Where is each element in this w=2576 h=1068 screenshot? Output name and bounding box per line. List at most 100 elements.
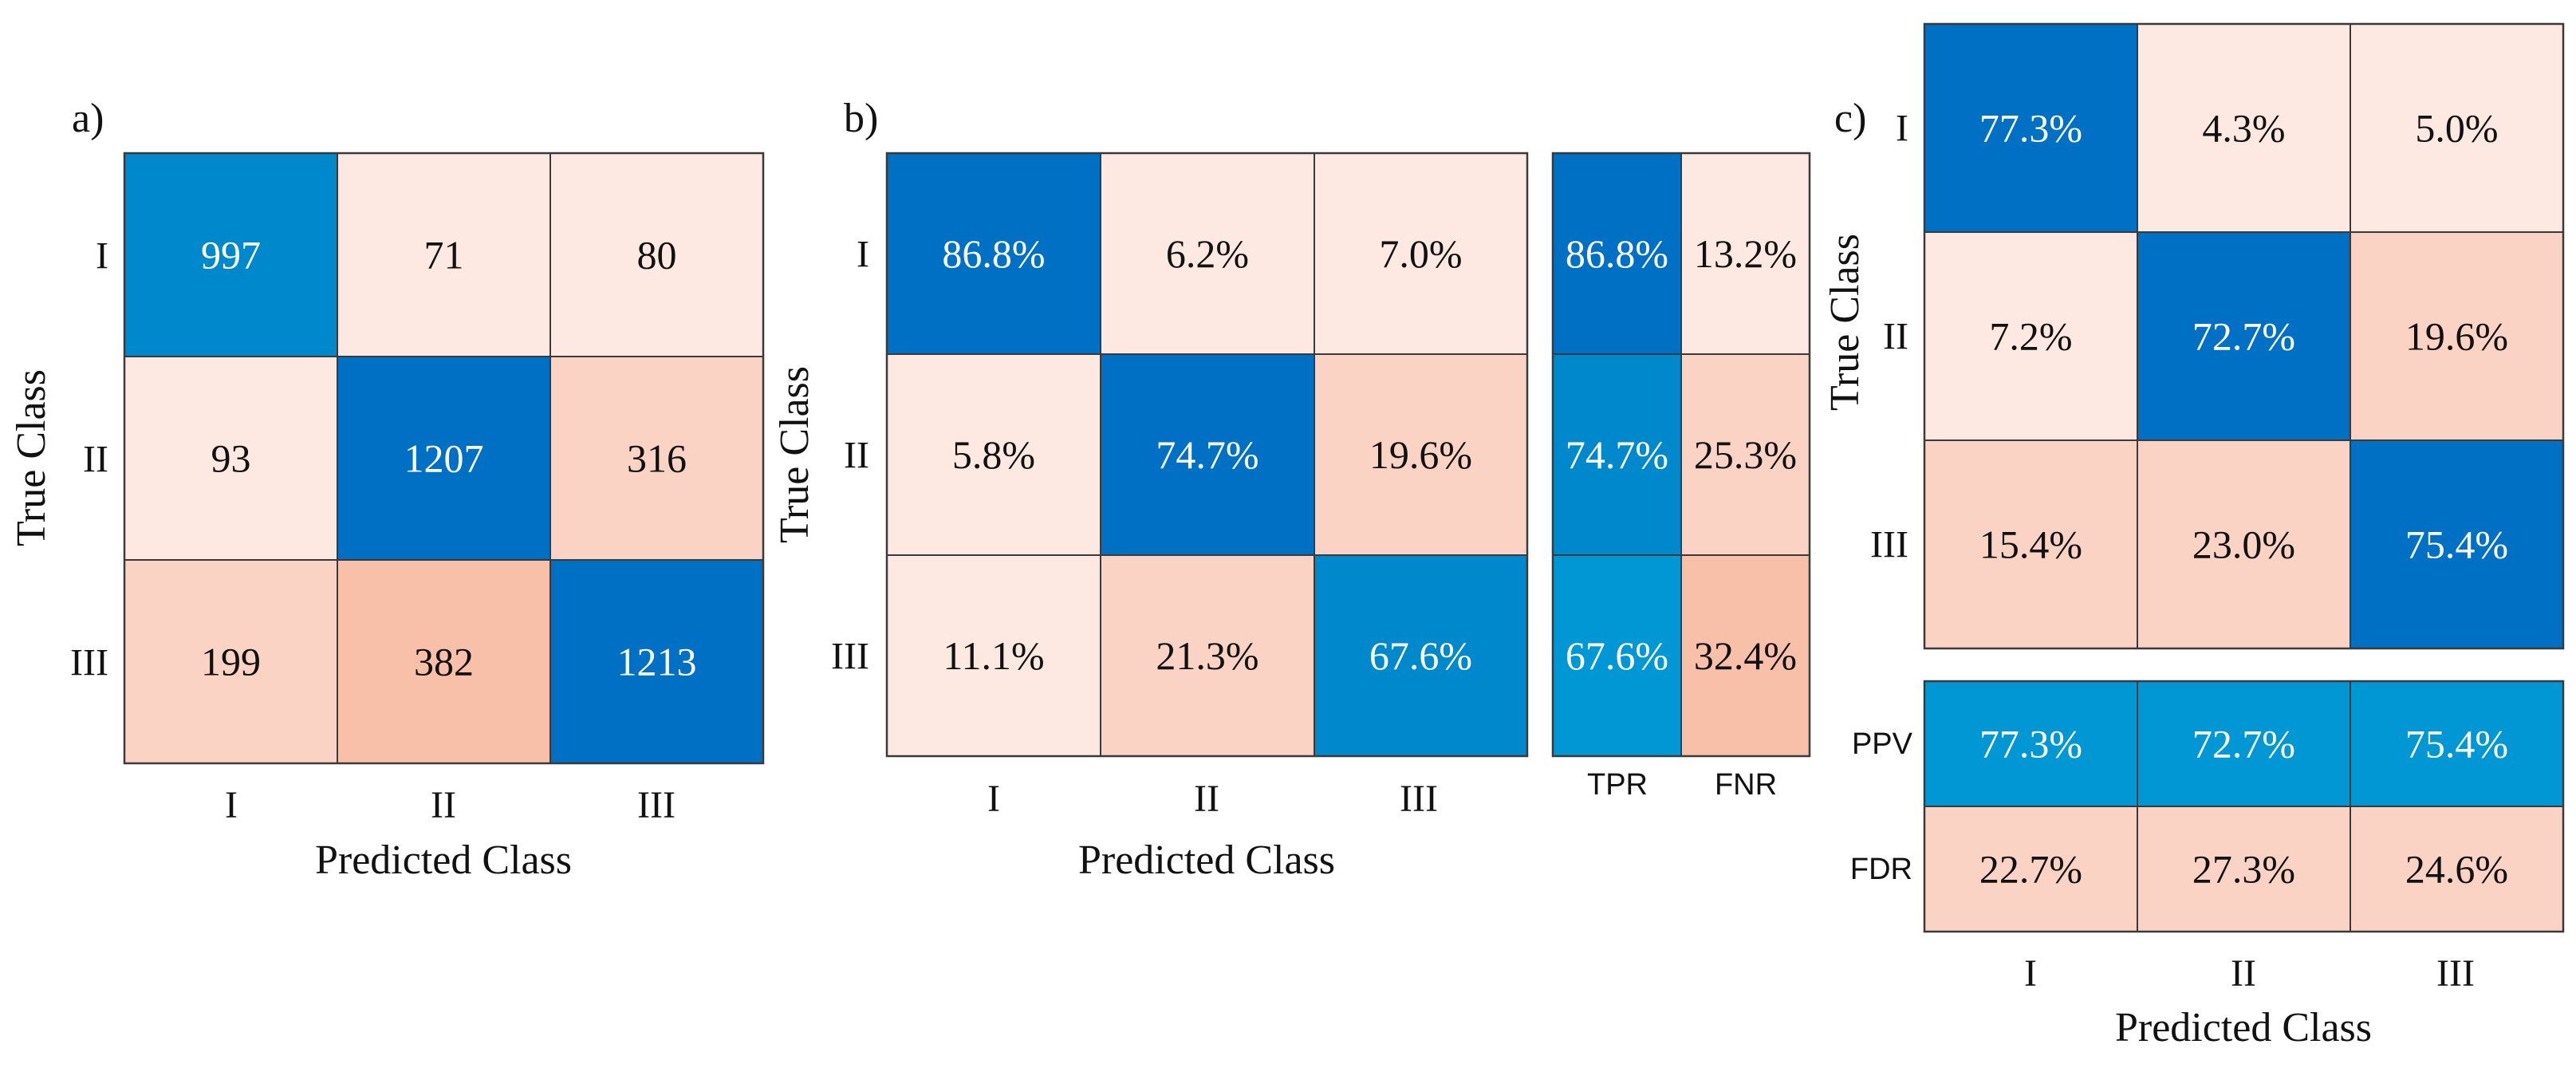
panel-b-value-r3-c2: 21.3%	[1156, 633, 1258, 678]
panel-c-matrix: 77.3% 4.3% 5.0% 7.2% 72.7% 19.6% 15.4% 23.0% 75.…	[1924, 23, 2564, 649]
panel-c-summary-cell-r2-c3	[2350, 806, 2564, 932]
panel-c-row-label-3: III	[1870, 523, 1908, 566]
panel-a-value-r1-c2: 71	[424, 233, 464, 278]
panel-a-matrix: 997 71 80 93 1207 316 199 382 1213	[124, 152, 764, 764]
panel-c-cell-r3-c3	[2350, 439, 2564, 649]
panel-c-value-r1-c1: 77.3%	[1979, 106, 2082, 151]
panel-c-frame	[1923, 22, 2565, 650]
panel-b-col-label-2: II	[1194, 778, 1219, 820]
panel-a-value-r2-c1: 93	[211, 436, 251, 481]
panel-c-cell-r2-c3	[2350, 231, 2564, 441]
panel-b-cell-r3-c2	[1100, 554, 1315, 757]
panel-b-cell-r1-c2	[1100, 152, 1315, 355]
panel-a-value-r1-c1: 997	[201, 233, 261, 278]
panel-c-summary-value-r2-c3: 24.6%	[2405, 847, 2508, 892]
panel-b-summary-value-r3-c1: 67.6%	[1566, 633, 1668, 678]
panel-c-summary-row-label-1: PPV	[1852, 727, 1913, 761]
panel-b-cell-r3-c1	[886, 554, 1101, 757]
panel-a-col-label-2: II	[431, 784, 456, 826]
panel-c-summary-cell-r1-c3	[2350, 680, 2564, 807]
panel-c-summary-labels: PPV FDR	[1850, 727, 1913, 886]
panel-b-label: b)	[844, 96, 878, 141]
panel-a-cell-r2-c1	[124, 356, 338, 561]
panel-b-ylabel: True Class	[772, 366, 817, 543]
panel-b-frame	[885, 152, 1529, 758]
panel-b-value-r1-c1: 86.8%	[942, 231, 1045, 276]
panel-c-row-label-1: I	[1896, 107, 1908, 149]
panel-c-cell-r3-c1	[1924, 439, 2138, 649]
panel-c-col-label-2: II	[2231, 952, 2256, 995]
panel-c-value-r2-c2: 72.7%	[2192, 314, 2295, 359]
panel-b-summary-value-r2-c2: 25.3%	[1694, 432, 1797, 477]
panel-c-cell-r2-c2	[2137, 231, 2351, 441]
panel-a-value-r2-c2: 1207	[404, 436, 484, 481]
panel-b-value-r2-c2: 74.7%	[1156, 432, 1258, 477]
panel-b-value-r1-c3: 7.0%	[1379, 231, 1462, 276]
panel-a-label: a)	[72, 96, 104, 141]
panel-a-col-label-1: I	[225, 784, 238, 826]
panel-c-value-r3-c3: 75.4%	[2405, 522, 2508, 567]
panel-b: b) 86.8% 6.2% 7.0% 5.8% 74.7% 19.6% 11.1% 21.3%…	[772, 96, 1811, 883]
panel-a-cell-r3-c2	[337, 559, 551, 764]
panel-c-summary-cell-r1-c2	[2137, 680, 2351, 807]
panel-c: c) 77.3% 4.3% 5.0% 7.2% 72.7% 19.6% 15.4% 23.0%…	[1822, 22, 2565, 1050]
panel-b-value-r1-c2: 6.2%	[1166, 231, 1249, 276]
panel-c-value-r1-c3: 5.0%	[2415, 106, 2498, 151]
panel-c-ylabel: True Class	[1822, 234, 1868, 411]
panel-b-col-label-3: III	[1400, 778, 1438, 820]
panel-b-summary-value-r1-c1: 86.8%	[1566, 231, 1668, 276]
panel-a-value-r2-c3: 316	[627, 436, 687, 481]
panel-c-label: c)	[1834, 96, 1866, 141]
panel-b-summary-value-r3-c2: 32.4%	[1694, 633, 1797, 678]
panel-a-row-label-2: II	[83, 438, 108, 480]
panel-c-value-r3-c2: 23.0%	[2192, 522, 2295, 567]
panel-a-value-r3-c3: 1213	[617, 640, 697, 684]
panel-b-cell-r1-c3	[1314, 152, 1528, 355]
panel-a-value-r1-c3: 80	[637, 233, 677, 278]
panel-c-summary-frame	[1923, 680, 2565, 933]
panel-c-summary-value-r2-c2: 27.3%	[2192, 847, 2295, 892]
panel-b-value-r2-c3: 19.6%	[1369, 432, 1472, 477]
panel-b-matrix: 86.8% 6.2% 7.0% 5.8% 74.7% 19.6% 11.1% 21.3% 67.…	[886, 152, 1528, 757]
panel-b-summary-cell-r3-c1	[1552, 554, 1682, 757]
panel-a-value-r3-c2: 382	[414, 640, 474, 684]
panel-a-xlabel: Predicted Class	[315, 837, 572, 883]
panel-a-value-r3-c1: 199	[201, 640, 261, 684]
panel-b-col-label-1: I	[987, 778, 1000, 820]
panel-c-value-r1-c2: 4.3%	[2202, 106, 2285, 151]
panel-b-value-r2-c1: 5.8%	[952, 432, 1035, 477]
panel-a-col-label-3: III	[637, 784, 676, 826]
panel-b-value-r3-c1: 11.1%	[943, 633, 1044, 678]
panel-a-frame	[123, 152, 765, 765]
panel-c-summary-cell-r2-c1	[1924, 806, 2138, 932]
panel-c-summary-value-r1-c1: 77.3%	[1979, 722, 2082, 767]
panel-c-summary-matrix: 77.3% 72.7% 75.4% 22.7% 27.3% 24.6%	[1924, 680, 2564, 932]
panel-b-summary-cell-r2-c2	[1680, 353, 1810, 556]
panel-c-value-r2-c1: 7.2%	[1989, 314, 2072, 359]
panel-c-value-r3-c1: 15.4%	[1979, 522, 2082, 567]
panel-b-cell-r1-c1	[886, 152, 1101, 355]
panel-b-summary-value-r1-c2: 13.2%	[1694, 231, 1797, 276]
panel-b-row-label-3: III	[831, 635, 869, 677]
panel-c-cell-r3-c2	[2137, 439, 2351, 649]
panel-c-col-label-1: I	[2024, 952, 2037, 995]
panel-b-summary-col-label-2: FNR	[1715, 768, 1777, 802]
panel-c-row-label-2: II	[1883, 315, 1908, 357]
panel-b-row-label-2: II	[844, 434, 869, 476]
panel-b-summary-matrix: 86.8% 13.2% 74.7% 25.3% 67.6% 32.4%	[1552, 152, 1810, 757]
panel-c-cell-r1-c1	[1924, 23, 2138, 233]
panel-b-summary-labels: TPR FNR	[1587, 768, 1777, 802]
panel-b-value-r3-c3: 67.6%	[1369, 633, 1472, 678]
panel-c-summary-value-r1-c3: 75.4%	[2405, 722, 2508, 767]
panel-b-xlabel: Predicted Class	[1078, 837, 1335, 883]
panel-a-row-label-3: III	[70, 641, 108, 684]
panel-b-cell-r3-c3	[1314, 554, 1528, 757]
panel-c-summary-row-label-2: FDR	[1850, 853, 1912, 886]
panel-c-summary-cell-r2-c2	[2137, 806, 2351, 932]
panel-b-summary-frame	[1551, 152, 1811, 758]
